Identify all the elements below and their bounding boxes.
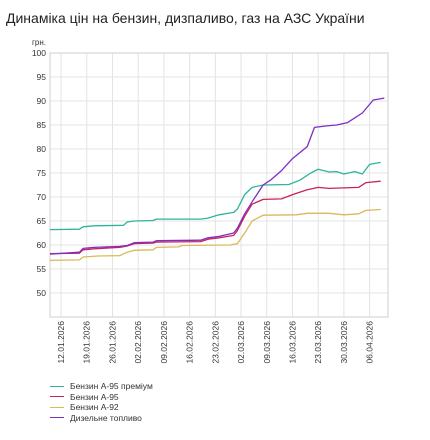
legend-label: Дизельне топливо xyxy=(70,412,142,423)
series-line xyxy=(49,97,385,255)
legend-swatch xyxy=(50,385,64,387)
legend-label: Бензин А-95 преміум xyxy=(70,381,153,392)
x-tick-label: 09.03.2026 xyxy=(262,321,272,364)
x-tick-label: 23.03.2026 xyxy=(313,321,323,364)
y-tick-label: 95 xyxy=(37,72,47,82)
x-tick-label: 19.01.2026 xyxy=(82,321,92,364)
x-tick-label: 09.02.2026 xyxy=(159,321,169,364)
legend-item: Бензин А-92 xyxy=(50,402,153,413)
y-tick-label: 75 xyxy=(37,168,47,178)
y-tick-label: 85 xyxy=(37,120,47,130)
x-tick-label: 30.03.2026 xyxy=(339,321,349,364)
plot-area xyxy=(49,52,389,318)
series-line xyxy=(49,208,381,262)
x-tick-label: 02.03.2026 xyxy=(236,321,246,364)
x-tick-label: 12.01.2026 xyxy=(56,321,66,364)
x-tick-label: 23.02.2026 xyxy=(210,321,220,364)
legend-swatch xyxy=(50,406,64,408)
y-tick-label: 50 xyxy=(37,288,47,298)
series-line xyxy=(49,161,381,231)
chart-legend: Бензин А-95 преміум Бензин А-95 Бензин А-9… xyxy=(50,381,153,423)
legend-item: Бензин А-95 xyxy=(50,392,153,403)
legend-label: Бензин А-95 xyxy=(70,391,119,402)
x-tick-label: 26.01.2026 xyxy=(107,321,117,364)
x-tick-label: 02.02.2026 xyxy=(133,321,143,364)
legend-item: Дизельне топливо xyxy=(50,413,153,424)
y-tick-label: 60 xyxy=(37,240,47,250)
chart-title: Динаміка цін на бензин, дизпаливо, газ н… xyxy=(6,10,365,26)
x-tick-label: 16.03.2026 xyxy=(287,321,297,364)
y-tick-label: 80 xyxy=(37,144,47,154)
y-axis-label: грн. xyxy=(32,38,46,47)
legend-swatch xyxy=(50,396,64,398)
legend-item: Бензин А-95 преміум xyxy=(50,381,153,392)
y-tick-label: 90 xyxy=(37,96,47,106)
y-tick-label: 100 xyxy=(32,48,46,58)
series-line xyxy=(49,180,381,255)
y-tick-label: 70 xyxy=(37,192,47,202)
x-tick-label: 16.02.2026 xyxy=(185,321,195,364)
legend-swatch xyxy=(50,417,64,419)
x-tick-label: 06.04.2026 xyxy=(365,321,375,364)
legend-label: Бензин А-92 xyxy=(70,402,119,413)
y-tick-label: 65 xyxy=(37,216,47,226)
y-tick-label: 55 xyxy=(37,264,47,274)
